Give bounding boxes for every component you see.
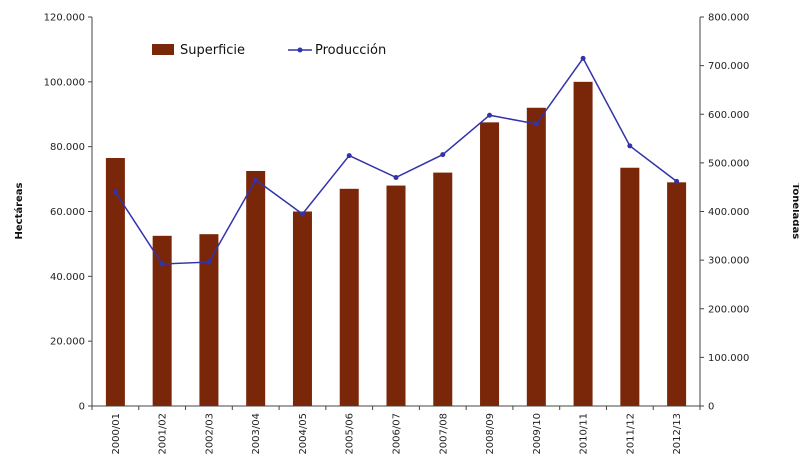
x-tick-label: 2003/04: [251, 413, 262, 455]
left-tick-label: 0: [79, 402, 85, 413]
x-tick-label: 2009/10: [532, 413, 543, 455]
legend-marker-produccion: [297, 47, 303, 53]
legend: Superficie Producción: [152, 43, 386, 58]
left-tick-label: 100.000: [44, 77, 85, 88]
bar-superficie: [152, 235, 172, 406]
point-produccion: [253, 177, 259, 183]
left-axis-title: Hectáreas: [13, 182, 25, 239]
left-tick-label: 120.000: [44, 13, 85, 24]
right-tick-label: 600.000: [708, 110, 749, 121]
right-tick-label: 100.000: [708, 353, 749, 364]
left-tick-label: 80.000: [50, 142, 85, 153]
right-tick-label: 200.000: [708, 304, 749, 315]
right-tick-label: 0: [708, 402, 714, 413]
point-produccion: [627, 143, 633, 149]
bar-superficie: [246, 170, 266, 406]
left-tick-label: 60.000: [50, 207, 85, 218]
legend-label-produccion: Producción: [315, 43, 386, 58]
left-tick-label: 20.000: [50, 337, 85, 348]
x-tick-label: 2007/08: [438, 413, 449, 455]
left-tick-label: 40.000: [50, 272, 85, 283]
bar-superficie: [573, 81, 593, 406]
axes-layer: 0 20.000 40.000 60.000 80.000 100.000 120.000 0…: [44, 13, 750, 455]
right-tick-label: 800.000: [708, 13, 749, 24]
bar-superficie: [620, 167, 640, 406]
legend-label-superficie: Superficie: [180, 43, 245, 58]
bar-superficie: [292, 211, 312, 406]
right-tick-label: 300.000: [708, 256, 749, 267]
point-produccion: [112, 189, 118, 195]
bar-superficie: [105, 158, 125, 406]
x-tick-label: 2008/09: [485, 413, 496, 455]
right-tick-label: 700.000: [708, 61, 749, 72]
bars-layer: [105, 81, 687, 407]
bar-superficie: [339, 188, 359, 406]
right-tick-label: 500.000: [708, 158, 749, 169]
x-tick-label: 2006/07: [392, 413, 403, 455]
x-tick-label: 2010/11: [579, 413, 590, 455]
point-produccion: [487, 112, 493, 118]
x-tick-label: 2004/05: [298, 413, 309, 455]
right-tick-label: 400.000: [708, 207, 749, 218]
point-produccion: [206, 259, 212, 265]
point-produccion: [533, 121, 539, 127]
point-produccion: [674, 178, 680, 184]
bar-superficie: [433, 172, 453, 406]
line-layer: [112, 55, 680, 267]
point-produccion: [159, 261, 165, 267]
point-produccion: [393, 174, 399, 180]
x-tick-label: 2001/02: [158, 413, 169, 455]
bar-superficie: [526, 107, 546, 407]
bar-superficie: [480, 122, 500, 407]
x-tick-label: 2011/12: [625, 413, 636, 455]
bar-superficie: [199, 234, 219, 406]
point-produccion: [346, 153, 352, 159]
bar-superficie: [386, 185, 406, 406]
x-tick-label: 2002/03: [204, 413, 215, 455]
right-axis-title: Toneladas: [790, 183, 799, 239]
x-tick-label: 2000/01: [111, 413, 122, 455]
point-produccion: [299, 211, 305, 217]
point-produccion: [440, 152, 446, 158]
bar-superficie: [667, 182, 687, 406]
x-tick-label: 2012/13: [672, 413, 683, 455]
legend-swatch-superficie: [152, 44, 174, 55]
point-produccion: [580, 55, 586, 61]
x-tick-label: 2005/06: [345, 413, 356, 455]
